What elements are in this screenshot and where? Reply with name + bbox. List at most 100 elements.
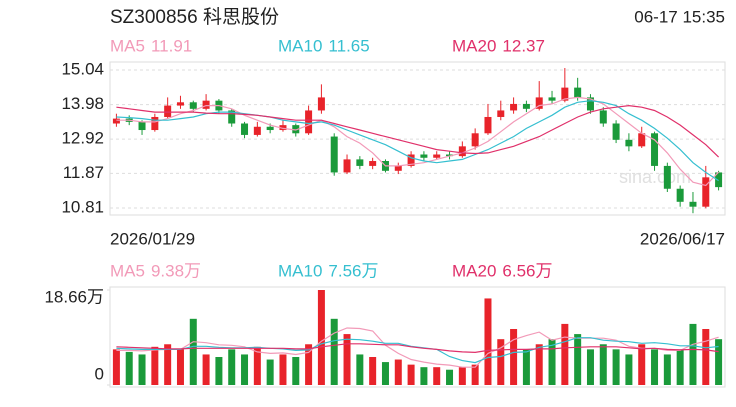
volume-bar: [612, 349, 620, 385]
candle-body: [522, 103, 530, 109]
legend-name: MA5: [110, 36, 145, 55]
candle-body: [330, 136, 338, 173]
volume-bar: [253, 346, 261, 385]
candle-body: [151, 116, 159, 131]
volume-bar: [433, 367, 441, 385]
candle-body: [458, 146, 466, 157]
volume-bar: [305, 344, 313, 385]
volume-bar: [381, 362, 389, 385]
timestamp: 06-17 15:35: [634, 7, 725, 26]
candle-body: [471, 133, 479, 147]
volume-frame: [109, 286, 726, 388]
legend-name: MA5: [110, 261, 145, 280]
y-tick-label: 15.04: [61, 59, 104, 78]
volume-bar: [599, 344, 607, 385]
legend-value: 12.37: [502, 36, 545, 55]
volume-bar: [394, 359, 402, 385]
candle-body: [497, 110, 505, 117]
volume-bar: [266, 359, 274, 385]
volume-bar: [112, 349, 120, 385]
y-tick-label: 12.92: [61, 129, 104, 148]
candle-body: [189, 102, 197, 109]
volume-bar: [561, 323, 569, 385]
candle-body: [164, 105, 172, 117]
candle-body: [612, 123, 620, 140]
volume-bar: [189, 318, 197, 385]
candle-body: [625, 139, 633, 147]
volume-bar: [292, 356, 300, 385]
y-tick-label: 11.87: [63, 163, 104, 182]
candle-body: [138, 121, 146, 131]
legend-name: MA10: [278, 261, 322, 280]
candle-body: [484, 116, 492, 134]
volume-bar: [125, 351, 133, 385]
candle-body: [599, 110, 607, 124]
y-tick-label: 18.66万: [44, 287, 104, 306]
candle-body: [574, 87, 582, 98]
candle-body: [266, 126, 274, 131]
candle-body: [561, 87, 569, 101]
volume-bar: [484, 298, 492, 385]
candle-body: [548, 97, 556, 101]
volume-bar: [343, 334, 351, 385]
y-tick-label: 0: [95, 364, 104, 383]
candle-body: [715, 172, 723, 188]
volume-bar: [279, 354, 287, 385]
volume-bar: [663, 354, 671, 385]
candle-body: [638, 133, 646, 147]
volume-bar: [317, 290, 325, 385]
candle-body: [228, 110, 236, 124]
volume-bar: [458, 367, 466, 385]
candle-body: [317, 97, 325, 111]
legend-value: 7.56万: [328, 261, 378, 280]
candle-body: [510, 103, 518, 111]
volume-bar: [651, 349, 659, 385]
volume-bar: [228, 349, 236, 385]
candle-body: [446, 154, 454, 157]
ma-line: [116, 104, 720, 158]
candle-body: [356, 159, 364, 166]
volume-bar: [497, 339, 505, 385]
volume-bar: [138, 354, 146, 385]
volume-bar: [446, 369, 454, 385]
volume-bar: [471, 364, 479, 385]
chart-title: SZ300856 科思股份: [110, 6, 279, 28]
candle-body: [651, 133, 659, 166]
volume-bar: [356, 354, 364, 385]
candle-body: [369, 161, 377, 166]
volume-bar: [574, 334, 582, 385]
price-frame: [109, 61, 726, 216]
candle-body: [407, 154, 415, 166]
volume-bar: [586, 349, 594, 385]
ma-line: [116, 96, 720, 187]
y-tick-label: 10.81: [61, 197, 104, 216]
legend-name: MA10: [278, 36, 322, 55]
candle-body: [676, 188, 684, 202]
volume-bar: [715, 339, 723, 385]
volume-bar: [522, 349, 530, 385]
legend-value: 11.91: [151, 36, 192, 55]
legend-name: MA20: [452, 36, 496, 55]
candle-body: [292, 125, 300, 134]
candle-body: [663, 165, 671, 189]
volume-bar: [369, 356, 377, 385]
legend-value: 11.65: [328, 36, 369, 55]
volume-bar: [420, 367, 428, 385]
ma-line: [116, 343, 719, 354]
volume-bar: [407, 364, 415, 385]
candle-body: [241, 123, 249, 135]
legend-value: 9.38万: [151, 261, 201, 280]
volume-bar: [510, 328, 518, 385]
volume-bar: [676, 349, 684, 385]
volume-bar: [702, 328, 710, 385]
volume-bar: [535, 344, 543, 385]
volume-bar: [241, 354, 249, 385]
volume-bar: [151, 346, 159, 385]
candle-body: [202, 100, 210, 109]
watermark: sina.com: [619, 167, 691, 187]
candle-body: [279, 125, 287, 131]
volume-bar: [638, 344, 646, 385]
candle-body: [689, 201, 697, 207]
